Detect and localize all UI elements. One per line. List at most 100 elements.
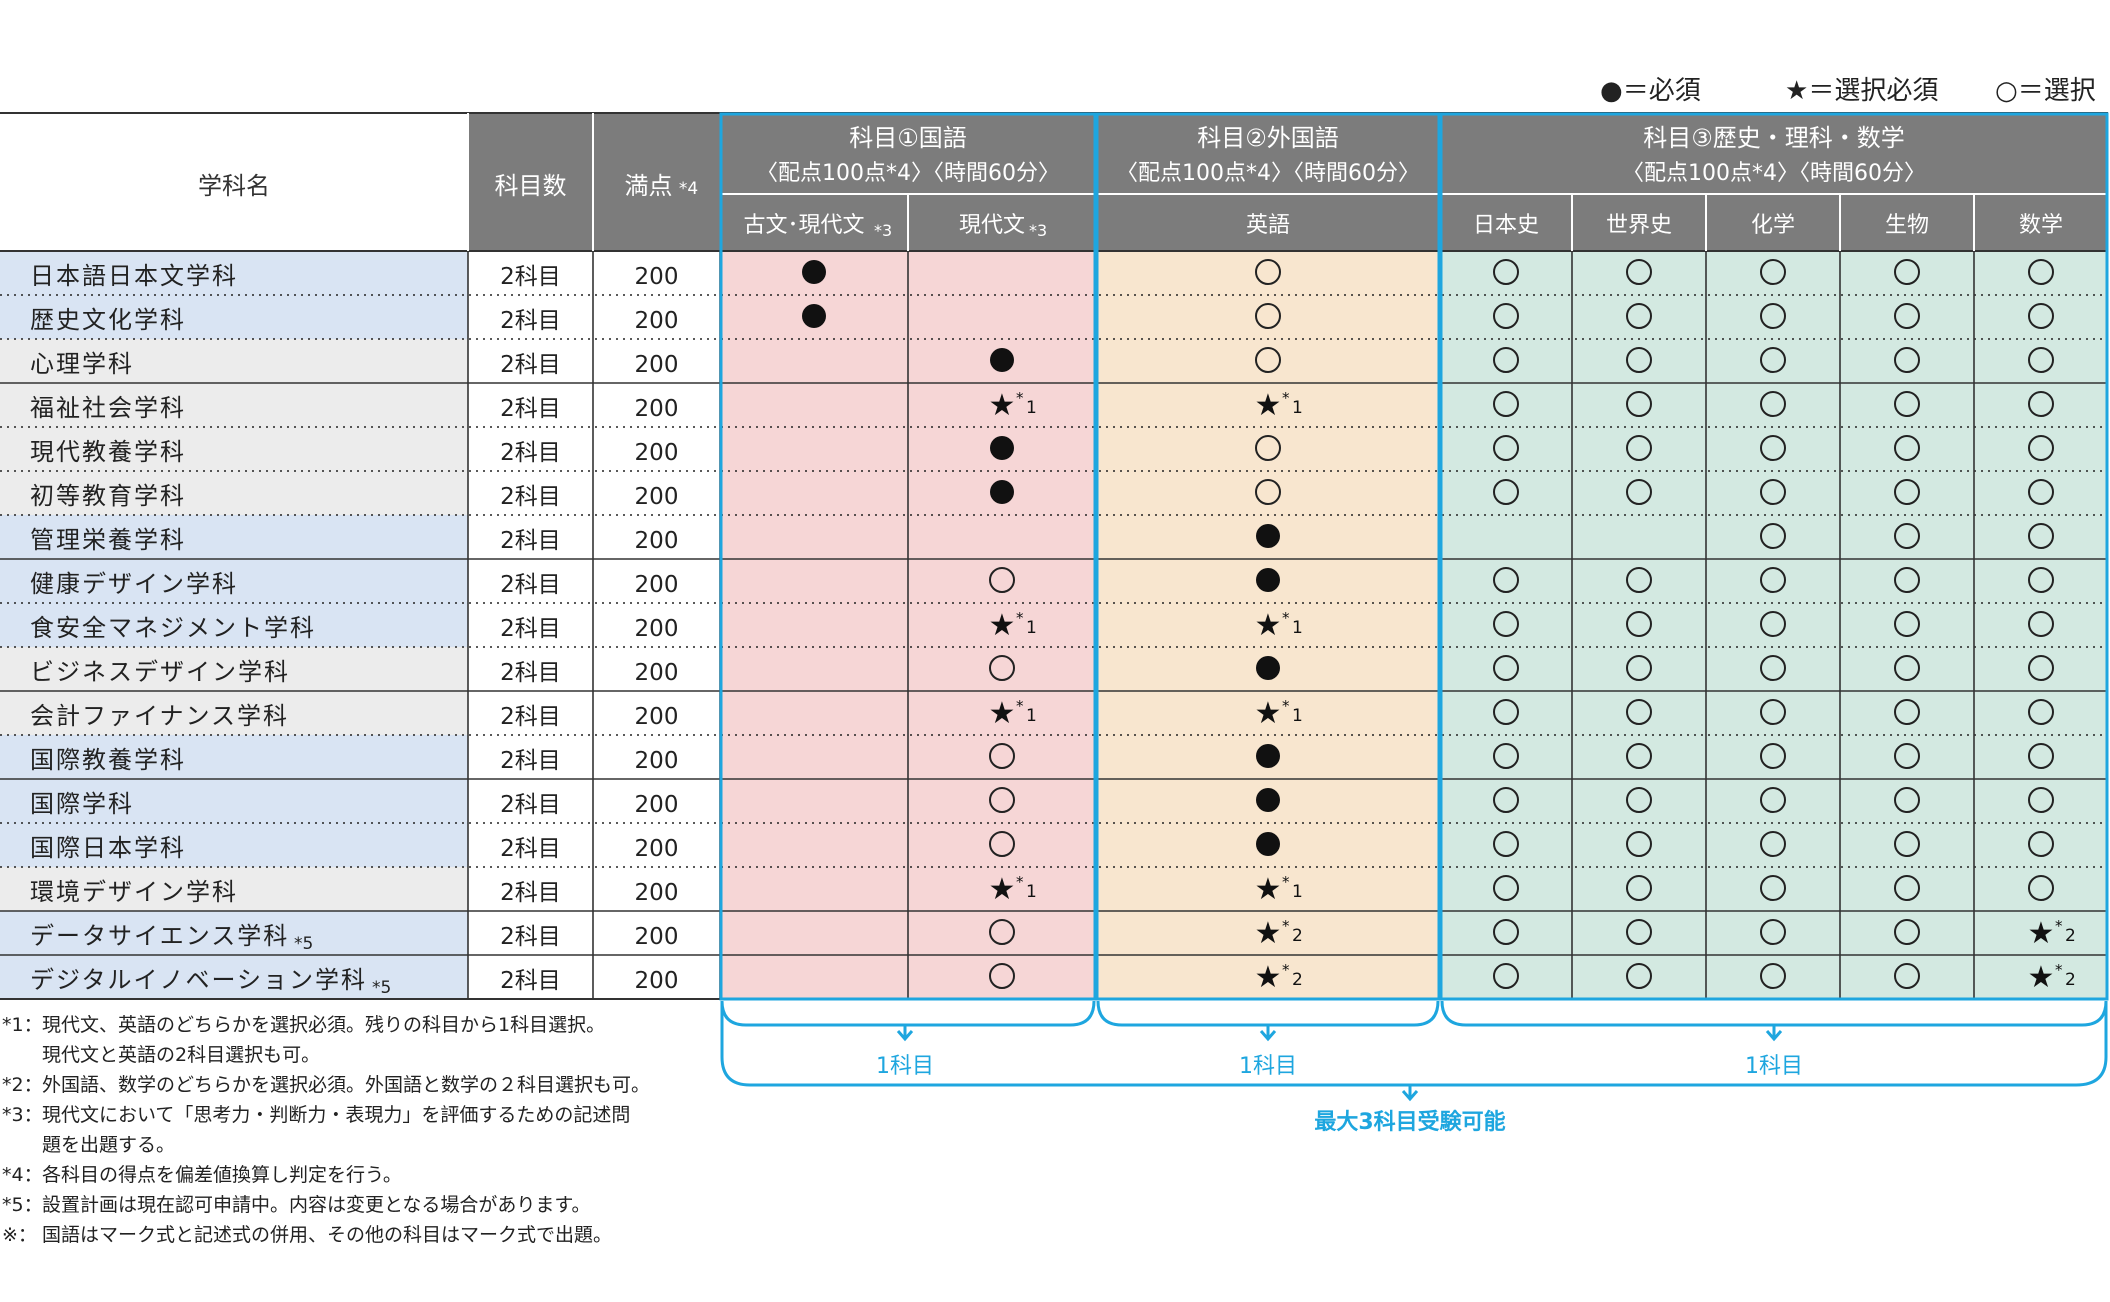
max-score: 200 bbox=[635, 440, 679, 466]
subject-header: 生物 bbox=[1885, 213, 1929, 238]
optional-mark bbox=[1493, 655, 1519, 681]
dept-cell-bg bbox=[0, 911, 468, 955]
dept-name: 国際教養学科 bbox=[30, 746, 186, 774]
optional-mark bbox=[989, 831, 1015, 857]
optional-mark bbox=[1760, 435, 1786, 461]
subject-count: 2科目 bbox=[500, 704, 561, 730]
optional-mark bbox=[1493, 391, 1519, 417]
dept-cell-bg bbox=[0, 735, 468, 779]
optional-mark bbox=[1626, 347, 1652, 373]
max-score: 200 bbox=[635, 352, 679, 378]
optional-mark bbox=[1894, 347, 1920, 373]
dept-name: 環境デザイン学科 bbox=[30, 878, 238, 906]
optional-mark bbox=[2028, 743, 2054, 769]
dept-cell-bg bbox=[0, 383, 468, 427]
footnote-mark: *3： bbox=[2, 1104, 43, 1126]
optional-mark bbox=[1894, 259, 1920, 285]
dept-cell-bg bbox=[0, 603, 468, 647]
footnote-mark: *1： bbox=[2, 1014, 43, 1036]
optional-mark bbox=[1760, 787, 1786, 813]
optional-mark bbox=[1493, 919, 1519, 945]
group1-sub: 〈配点100点*4〉〈時間60分〉 bbox=[756, 161, 1060, 186]
required-mark bbox=[1256, 832, 1280, 856]
optional-mark bbox=[1255, 435, 1281, 461]
max-score: 200 bbox=[635, 924, 679, 950]
max-score: 200 bbox=[635, 968, 679, 994]
dept-cell-bg bbox=[0, 691, 468, 735]
optional-mark bbox=[1760, 655, 1786, 681]
footnote-line: 現代文と英語の2科目選択も可。 bbox=[2, 1040, 702, 1070]
dept-cell-bg bbox=[0, 559, 468, 603]
required-mark bbox=[990, 480, 1014, 504]
mark-note-num: 1 bbox=[1026, 882, 1037, 902]
bracket-label-group1: 1科目 bbox=[876, 1054, 934, 1079]
required-mark bbox=[1256, 568, 1280, 592]
dept-name: データサイエンス学科 bbox=[30, 922, 289, 950]
optional-mark bbox=[1760, 699, 1786, 725]
optional-mark bbox=[1626, 743, 1652, 769]
mark-note-num: 2 bbox=[1292, 970, 1303, 990]
subject-count: 2科目 bbox=[500, 484, 561, 510]
optional-mark bbox=[1894, 435, 1920, 461]
header-count: 科目数 bbox=[495, 172, 567, 200]
max-score: 200 bbox=[635, 880, 679, 906]
required-mark bbox=[1256, 744, 1280, 768]
footnote-mark: *4： bbox=[2, 1164, 43, 1186]
optional-mark bbox=[1255, 479, 1281, 505]
optional-mark bbox=[2028, 787, 2054, 813]
max-score: 200 bbox=[635, 396, 679, 422]
footnote-line: *2：外国語、数学のどちらかを選択必須。外国語と数学の２科目選択も可。 bbox=[2, 1070, 702, 1100]
optional-mark bbox=[1626, 787, 1652, 813]
dept-name: 初等教育学科 bbox=[30, 482, 186, 510]
select-required-mark: ★ bbox=[1255, 608, 1282, 643]
group3-sub: 〈配点100点*4〉〈時間60分〉 bbox=[1622, 161, 1926, 186]
optional-mark bbox=[2028, 303, 2054, 329]
dept-cell-bg bbox=[0, 295, 468, 339]
max-score: 200 bbox=[635, 572, 679, 598]
mark-note-star: * bbox=[1282, 697, 1290, 715]
optional-mark bbox=[1493, 831, 1519, 857]
bracket-group1 bbox=[720, 1000, 1096, 1027]
max-score: 200 bbox=[635, 748, 679, 774]
optional-mark bbox=[2028, 655, 2054, 681]
optional-mark bbox=[1894, 743, 1920, 769]
optional-mark bbox=[1760, 391, 1786, 417]
optional-mark bbox=[1894, 963, 1920, 989]
optional-mark bbox=[1894, 479, 1920, 505]
footnote-text: 現代文、英語のどちらかを選択必須。残りの科目から1科目選択。 bbox=[42, 1014, 606, 1036]
dept-cell-bg bbox=[0, 427, 468, 471]
optional-mark bbox=[2028, 435, 2054, 461]
footnote-line: *1：現代文、英語のどちらかを選択必須。残りの科目から1科目選択。 bbox=[2, 1010, 702, 1040]
group-outline bbox=[1439, 112, 2109, 1001]
legend-select-required: ★＝選択必須 bbox=[1785, 76, 1939, 106]
optional-mark bbox=[1493, 567, 1519, 593]
dept-cell-bg bbox=[0, 955, 468, 999]
footnote-mark: *2： bbox=[2, 1074, 43, 1096]
optional-mark bbox=[1493, 347, 1519, 373]
max-score: 200 bbox=[635, 264, 679, 290]
mark-note-num: 1 bbox=[1026, 706, 1037, 726]
subject-count: 2科目 bbox=[500, 968, 561, 994]
bracket-group2 bbox=[1096, 1000, 1440, 1027]
footnote-text: 国語はマーク式と記述式の併用、その他の科目はマーク式で出題。 bbox=[42, 1224, 613, 1246]
subject-count: 2科目 bbox=[500, 616, 561, 642]
subject-count: 2科目 bbox=[500, 572, 561, 598]
dept-cell-bg bbox=[0, 823, 468, 867]
mark-note-num: 1 bbox=[1292, 398, 1303, 418]
dept-name: ビジネスデザイン学科 bbox=[30, 658, 290, 686]
optional-mark bbox=[1760, 479, 1786, 505]
select-required-mark: ★ bbox=[989, 872, 1016, 907]
legend: ●＝必須 ★＝選択必須 ○＝選択 bbox=[1600, 70, 2105, 110]
subject-header: 英語 bbox=[1246, 213, 1290, 238]
optional-mark bbox=[1626, 919, 1652, 945]
arrow-group1-head bbox=[896, 1030, 914, 1042]
mark-note-num: 1 bbox=[1292, 706, 1303, 726]
dept-cell-bg bbox=[0, 867, 468, 911]
required-mark bbox=[990, 348, 1014, 372]
optional-mark bbox=[1493, 611, 1519, 637]
max-score: 200 bbox=[635, 528, 679, 554]
legend-required: ●＝必須 bbox=[1600, 76, 1701, 106]
mark-note-star: * bbox=[1282, 917, 1290, 935]
optional-mark bbox=[1626, 391, 1652, 417]
optional-mark bbox=[1894, 787, 1920, 813]
